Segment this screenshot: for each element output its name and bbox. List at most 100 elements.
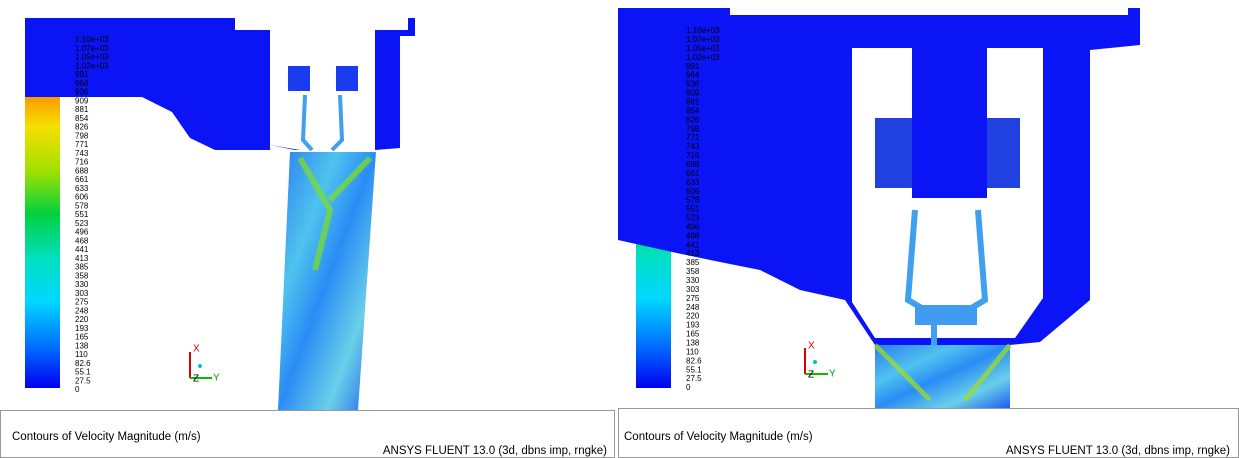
legend-label: 55.1 (75, 368, 91, 377)
component (336, 66, 358, 91)
legend-label: 220 (75, 315, 89, 324)
legend-label: 193 (686, 321, 700, 330)
axis-y-label: Y (213, 373, 220, 384)
legend-label: 661 (75, 175, 89, 184)
legend-label: 358 (75, 271, 89, 280)
legend-label: 358 (686, 267, 700, 276)
legend-label: 82.6 (686, 356, 702, 365)
left-panel: X Y Z Contours of Velocity Magnitude (m/… (1, 18, 615, 458)
solid-region (270, 145, 300, 150)
legend-label: 716 (686, 151, 700, 160)
legend-label: 688 (686, 160, 700, 169)
legend-label: 578 (75, 201, 89, 210)
legend-label: 964 (686, 71, 700, 80)
legend-label: 138 (75, 341, 89, 350)
legend-label: 826 (75, 123, 89, 132)
legend-label: 936 (75, 88, 89, 97)
axis-y-label: Y (829, 369, 836, 380)
legend-label: 82.6 (75, 359, 91, 368)
axis-z-dot (198, 364, 202, 368)
legend-label: 688 (75, 166, 89, 175)
component (875, 118, 915, 188)
legend-label: 165 (686, 330, 700, 339)
legend-label: 551 (75, 210, 89, 219)
legend-label: 468 (75, 236, 89, 245)
legend-label: 991 (75, 70, 89, 79)
legend-label: 330 (686, 276, 700, 285)
legend-label: 716 (75, 158, 89, 167)
legend-label: 496 (686, 222, 700, 231)
legend-label: 413 (75, 254, 89, 263)
legend-label: 798 (686, 124, 700, 133)
legend-label: 27.5 (75, 376, 91, 385)
legend-label: 854 (75, 114, 89, 123)
legend-label: 1.10e+03 (686, 26, 720, 35)
component (912, 48, 987, 198)
axis-z-dot (813, 360, 817, 364)
caption: Contours of Velocity Magnitude (m/s) (624, 431, 813, 443)
legend-label: 936 (686, 80, 700, 89)
legend-label: 1.05e+03 (686, 44, 720, 53)
legend-label: 0 (75, 385, 80, 394)
legend-label: 771 (75, 140, 89, 149)
legend-label: 27.5 (686, 374, 702, 383)
axis-x-label: X (808, 341, 815, 352)
axis-z-label: Z (808, 370, 814, 381)
legend-label: 385 (686, 258, 700, 267)
legend-label: 1.02e+03 (75, 61, 109, 70)
legend-label: 661 (686, 169, 700, 178)
legend-label: 1.10e+03 (75, 35, 109, 44)
pipe (931, 325, 937, 345)
legend-label: 1.05e+03 (75, 53, 109, 62)
legend-label: 909 (686, 89, 700, 98)
component (915, 305, 977, 325)
legend-label: 303 (75, 289, 89, 298)
legend-label: 854 (686, 106, 700, 115)
legend-label: 248 (686, 303, 700, 312)
legend-label: 909 (75, 96, 89, 105)
solid-region (375, 18, 415, 150)
legend-label: 110 (686, 347, 699, 356)
legend-label: 0 (686, 383, 691, 392)
legend-label: 248 (75, 306, 89, 315)
jet-region (875, 345, 1010, 408)
legend-label: 743 (686, 142, 700, 151)
legend-label: 413 (686, 249, 700, 258)
legend-label: 964 (75, 79, 89, 88)
legend-label: 303 (686, 285, 700, 294)
legend-label: 743 (75, 149, 89, 158)
legend-label: 606 (686, 187, 700, 196)
legend-label: 165 (75, 333, 89, 342)
legend-label: 798 (75, 131, 89, 140)
right-panel: X Y Z Contours of Velocity Magnitude (m/… (618, 8, 1239, 458)
legend-label: 385 (75, 263, 89, 272)
legend-label: 881 (686, 98, 700, 107)
legend-label: 138 (686, 338, 700, 347)
jet-region (278, 152, 376, 410)
axis-z-label: Z (193, 374, 199, 385)
legend-label: 578 (686, 196, 700, 205)
legend-label: 1.07e+03 (75, 44, 109, 53)
screenshot: X Y Z Contours of Velocity Magnitude (m/… (0, 0, 1239, 458)
legend-label: 771 (686, 133, 700, 142)
axis-x-label: X (193, 344, 200, 355)
legend-label: 881 (75, 105, 89, 114)
legend-label: 633 (686, 178, 700, 187)
legend-label: 275 (75, 298, 89, 307)
legend-label: 275 (686, 294, 700, 303)
legend-label: 523 (75, 219, 89, 228)
legend-label: 110 (75, 350, 88, 359)
legend-label: 441 (75, 245, 89, 254)
legend-label: 193 (75, 324, 89, 333)
legend-label: 551 (686, 205, 700, 214)
legend-label: 1.02e+03 (686, 53, 720, 62)
legend-label: 220 (686, 312, 700, 321)
legend-label: 496 (75, 228, 89, 237)
legend-label: 633 (75, 184, 89, 193)
pipe (303, 95, 342, 150)
caption: Contours of Velocity Magnitude (m/s) (12, 431, 201, 443)
footer: ANSYS FLUENT 13.0 (3d, dbns imp, rngke) (383, 445, 607, 457)
solid-region (25, 18, 270, 150)
legend-label: 991 (686, 62, 700, 71)
legend-label: 330 (75, 280, 89, 289)
